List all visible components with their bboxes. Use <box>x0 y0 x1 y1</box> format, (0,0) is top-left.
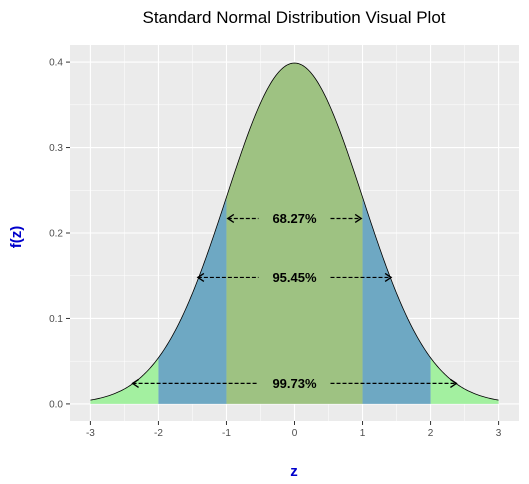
x-axis-ticks: -3 -2 -1 0 1 2 3 <box>86 421 502 439</box>
x-axis-title: z <box>290 463 298 480</box>
x-tick-label: 0 <box>292 428 298 439</box>
chart-title: Standard Normal Distribution Visual Plot <box>143 8 446 27</box>
x-tick-label: 3 <box>496 428 502 439</box>
y-tick-label: 0.1 <box>49 314 63 325</box>
y-tick-label: 0.3 <box>49 143 63 154</box>
shaded-region <box>90 357 159 404</box>
annotation: 99.73% <box>131 376 458 391</box>
annotation-label: 99.73% <box>272 376 317 391</box>
annotation-label: 68.27% <box>272 211 317 226</box>
x-tick-label: 2 <box>428 428 434 439</box>
x-tick-label: -3 <box>86 428 95 439</box>
x-tick-label: 1 <box>360 428 366 439</box>
arrowhead-left <box>226 213 235 224</box>
annotation: 95.45% <box>196 270 393 285</box>
arrowhead-left <box>196 272 205 283</box>
y-tick-label: 0.4 <box>49 58 63 69</box>
shaded-region <box>430 357 499 404</box>
arrowhead-right <box>384 272 393 283</box>
y-axis-ticks: 0.0 0.1 0.2 0.3 0.4 <box>49 58 70 410</box>
x-tick-label: -2 <box>154 428 163 439</box>
percentage-annotations: 68.27% 95.45% 99.73% <box>131 211 458 391</box>
shaded-region <box>226 62 363 404</box>
arrowhead-right <box>450 378 458 388</box>
arrowhead-right <box>354 213 363 224</box>
arrowhead-left <box>131 378 139 388</box>
y-tick-label: 0.0 <box>49 399 63 410</box>
density-curve <box>90 62 499 401</box>
x-tick-label: -1 <box>222 428 231 439</box>
y-tick-label: 0.2 <box>49 229 63 240</box>
annotation: 68.27% <box>226 211 363 226</box>
annotation-label: 95.45% <box>272 270 317 285</box>
y-axis-title: f(z) <box>8 226 25 249</box>
